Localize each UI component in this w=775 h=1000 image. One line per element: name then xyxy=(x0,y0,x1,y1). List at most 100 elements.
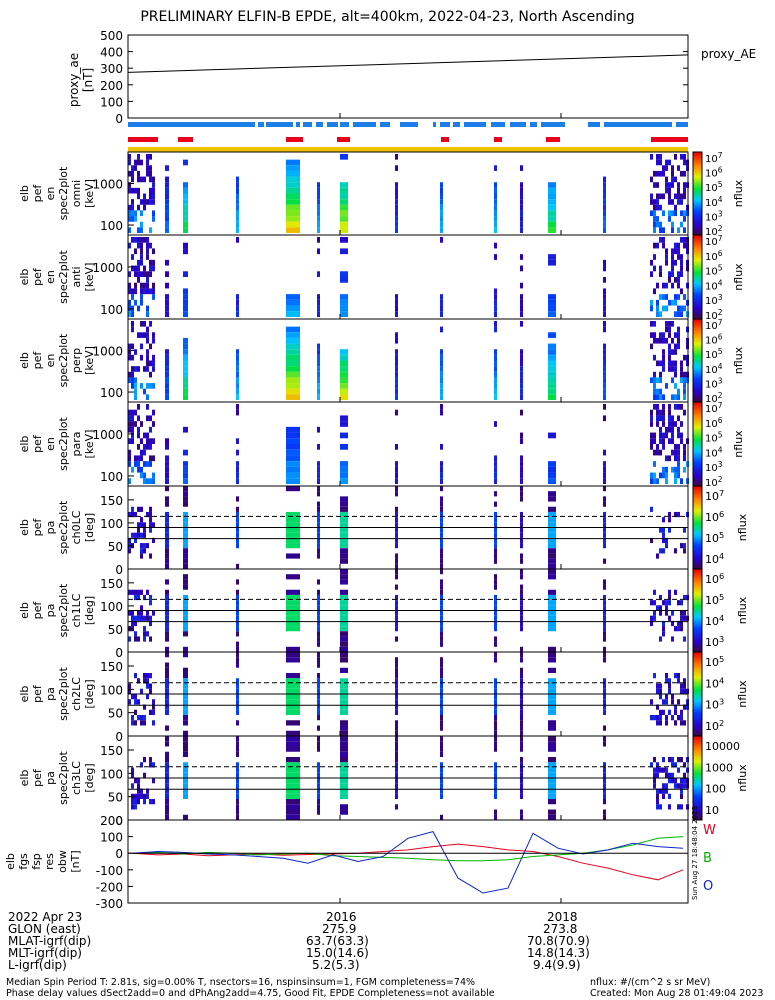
spec-cell xyxy=(494,182,497,188)
pa-cell xyxy=(183,558,188,564)
pa-ylabel-0: elb xyxy=(18,602,31,619)
spec-cell xyxy=(440,294,443,300)
pa-cell xyxy=(650,762,653,768)
spec-cell xyxy=(134,248,137,255)
spec-cell xyxy=(659,371,662,378)
spec-cell xyxy=(317,360,320,367)
pa-ytick-label: 100 xyxy=(100,683,123,697)
spec-cell xyxy=(440,466,443,473)
spec-cell xyxy=(340,432,348,439)
pa-cell xyxy=(683,720,686,726)
spec-cell xyxy=(683,242,686,249)
pa-cell xyxy=(134,778,137,784)
spec-cell xyxy=(165,193,169,200)
pa-cell xyxy=(548,491,556,497)
pa-cell xyxy=(395,746,398,752)
pa-cell xyxy=(656,688,659,694)
proxy-ytick-label: 300 xyxy=(100,62,123,76)
spec-cell xyxy=(317,466,320,473)
colorbar-tick-label: 107 xyxy=(705,318,723,332)
pa-cell xyxy=(317,537,320,544)
pa-cell xyxy=(140,720,143,726)
colorbar-tick-label: 107 xyxy=(705,151,723,165)
pa-cell xyxy=(165,589,169,595)
pa-cell xyxy=(440,741,443,747)
pa-cell xyxy=(548,709,556,715)
pa-cell xyxy=(137,506,140,512)
pa-cell xyxy=(149,683,152,689)
spec-cell xyxy=(340,187,348,194)
pa-cell xyxy=(236,767,239,773)
spec-cell xyxy=(659,221,662,228)
spec-cell xyxy=(659,394,662,400)
pa-cell xyxy=(494,511,497,518)
spec-cell xyxy=(340,478,348,484)
spec-cell xyxy=(317,366,320,372)
spec-cell xyxy=(653,371,656,378)
spec-cell xyxy=(668,271,671,277)
spec-cell xyxy=(603,193,606,200)
spec-cell xyxy=(183,204,188,211)
spec-cell xyxy=(236,409,239,416)
pa-cell xyxy=(236,496,239,502)
pa-cell xyxy=(183,720,188,726)
pa-cell xyxy=(340,589,348,595)
pa-cell xyxy=(134,631,137,637)
spec-cell xyxy=(683,159,686,166)
colorbar-label: nflux xyxy=(732,263,745,291)
spec-cell xyxy=(662,294,665,300)
spec-cell xyxy=(152,294,155,300)
spec-cell xyxy=(317,311,320,317)
spec-cell xyxy=(603,199,606,205)
pa-cell xyxy=(674,709,677,715)
spec-cell xyxy=(140,282,143,289)
pa-cell xyxy=(317,486,320,492)
spec-cell xyxy=(395,444,398,450)
spec-cell xyxy=(674,294,677,300)
spec-cell xyxy=(683,187,686,194)
spec-cell xyxy=(656,337,659,344)
pa-cell xyxy=(440,537,443,544)
spec-cell xyxy=(149,383,152,389)
spec-cell xyxy=(665,478,668,484)
spec-cell xyxy=(668,415,671,422)
pa-cell xyxy=(165,683,169,689)
pa-cell xyxy=(494,537,497,544)
pa-cell xyxy=(183,652,188,658)
pa-cell xyxy=(494,532,497,538)
colorbar-tick-label: 102 xyxy=(705,475,723,489)
spec-cell xyxy=(662,354,665,361)
spec-cell xyxy=(149,176,152,183)
pa-cell xyxy=(440,814,443,820)
pa-cell xyxy=(286,746,300,752)
spec-cell xyxy=(650,343,653,350)
colorbar-tick-label: 103 xyxy=(705,209,723,223)
spec-cell xyxy=(131,294,134,300)
spec-cell xyxy=(128,242,131,249)
pa-cell xyxy=(146,678,149,684)
spec-cell xyxy=(548,254,556,260)
pa-cell xyxy=(683,678,686,684)
pa-cell xyxy=(440,636,443,642)
pa-ylabel-0: elb xyxy=(18,770,31,787)
pa-cell xyxy=(236,662,239,668)
spec-cell xyxy=(131,409,134,416)
spec-cell xyxy=(183,248,188,255)
spec-cell xyxy=(520,294,523,300)
spec-cell xyxy=(317,271,320,277)
pa-cell xyxy=(665,767,668,773)
pa-cell xyxy=(494,636,497,642)
spec-cell xyxy=(395,371,398,378)
spec-cell xyxy=(286,444,300,450)
pa-cell xyxy=(317,678,320,684)
spec-cell xyxy=(317,187,320,194)
pa-cell xyxy=(340,683,348,689)
spec-cell xyxy=(140,299,143,306)
pa-cell xyxy=(674,778,677,784)
spec-cell xyxy=(665,337,668,344)
spec-cell xyxy=(128,349,131,355)
spec-cell xyxy=(603,216,606,222)
spec-cell xyxy=(165,271,169,277)
pa-cell xyxy=(650,615,653,621)
pa-cell xyxy=(286,694,300,700)
